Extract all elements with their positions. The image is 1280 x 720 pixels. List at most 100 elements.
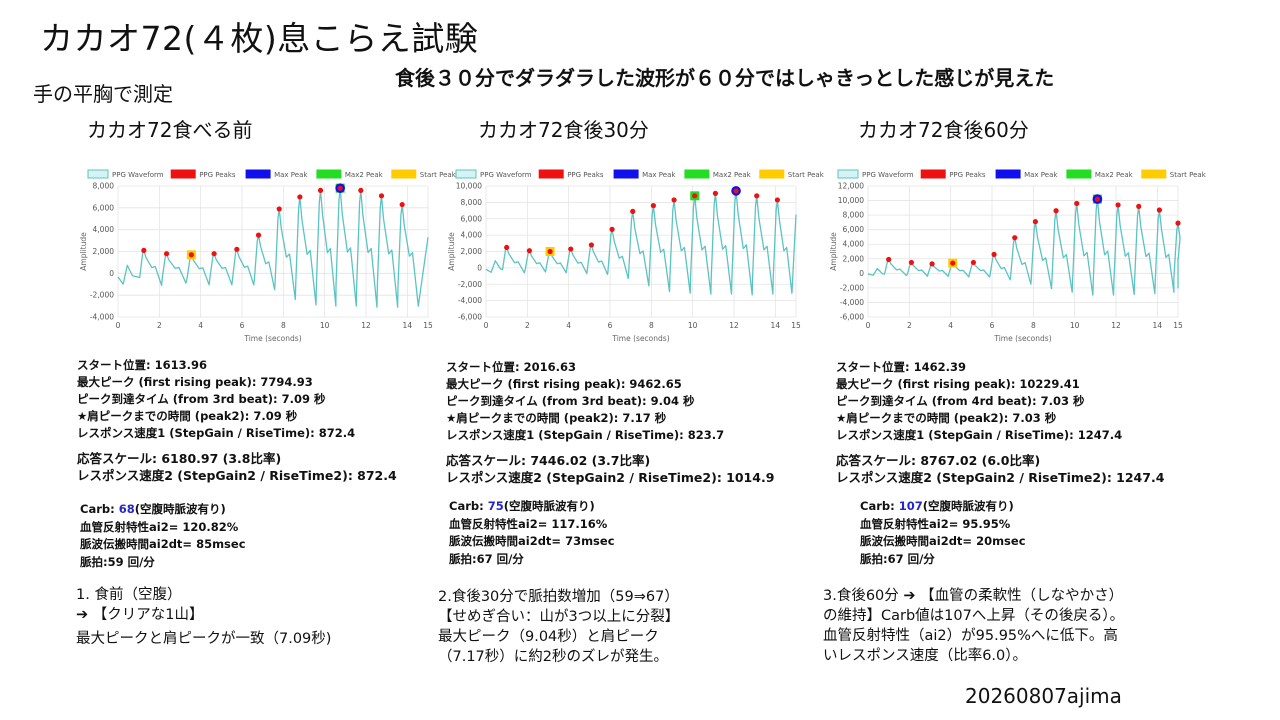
carb-label: Carb: bbox=[860, 499, 899, 513]
carb-line: Carb: 68(空腹時脈波有り) bbox=[80, 501, 246, 519]
ppg-peak-point bbox=[692, 193, 698, 199]
y-tick-label: 8,000 bbox=[461, 198, 483, 207]
legend-label: Start Peak bbox=[420, 171, 457, 179]
ppg-peak-point bbox=[211, 251, 217, 257]
x-tick-label: 8 bbox=[649, 321, 654, 330]
stat-response2: レスポンス速度2 (StepGain2 / RiseTime2): 1247.4 bbox=[836, 470, 1165, 485]
y-tick-label: 6,000 bbox=[93, 203, 115, 212]
ppg-peak-point bbox=[504, 244, 510, 251]
ppg-peak-point bbox=[712, 190, 718, 196]
x-tick-label: 15 bbox=[423, 321, 433, 330]
carb-value: 68 bbox=[118, 502, 135, 516]
ppg-chart-svg: PPG Waveform PPG Peaks Max Peak Max2 Peak St… bbox=[448, 169, 825, 343]
y-tick-label: 2,000 bbox=[93, 247, 115, 256]
ppg-peak-point bbox=[297, 194, 303, 200]
ppg-peak-point bbox=[929, 261, 935, 267]
ppg-chart-before: PPG Waveform PPG Peaks Max Peak Max2 Peak St… bbox=[80, 160, 480, 350]
ppg-peak-point bbox=[1012, 235, 1018, 241]
y-tick-label: -2,000 bbox=[840, 283, 864, 292]
stat-shoulder-time: ★肩ピークまでの時間 (peak2): 7.17 秒 bbox=[446, 411, 667, 425]
stats-block-before: スタート位置: 1613.96 最大ピーク (first rising peak… bbox=[77, 357, 397, 484]
carb-suffix: (空腹時脈波有り) bbox=[503, 499, 595, 513]
x-tick-label: 12 bbox=[361, 321, 371, 330]
y-tick-label: 12,000 bbox=[838, 182, 864, 191]
stat-response1: レスポンス速度1 (StepGain / RiseTime): 823.7 bbox=[446, 428, 725, 442]
ppg-peak-point bbox=[609, 226, 615, 232]
pulse-wave-time: 脈波伝搬時間ai2dt= 20msec bbox=[860, 534, 1026, 548]
x-tick-label: 0 bbox=[116, 321, 121, 330]
legend-swatch bbox=[316, 169, 342, 179]
ppg-peak-point bbox=[1115, 202, 1121, 208]
x-tick-label: 15 bbox=[1173, 321, 1183, 330]
ppg-peak-point bbox=[1032, 219, 1038, 225]
legend-swatch bbox=[1066, 169, 1092, 179]
y-tick-label: 10,000 bbox=[456, 182, 482, 191]
x-tick-label: 4 bbox=[198, 321, 203, 330]
ppg-chart-30min: PPG Waveform PPG Peaks Max Peak Max2 Peak St… bbox=[448, 160, 848, 350]
legend-swatch bbox=[920, 169, 946, 179]
note-line: の維持】Carb値は107へ上昇（その後戻る）。 bbox=[823, 608, 1125, 624]
carb-line: Carb: 107(空腹時脈波有り) bbox=[860, 498, 1026, 516]
pulse-wave-time: 脈波伝搬時間ai2dt= 85msec bbox=[80, 537, 246, 551]
legend-label: Max2 Peak bbox=[1095, 171, 1134, 179]
x-axis-label: Time (seconds) bbox=[243, 334, 301, 343]
stat-start: スタート位置: 2016.63 bbox=[446, 360, 576, 374]
y-tick-label: 8,000 bbox=[93, 182, 115, 191]
ppg-peak-point bbox=[526, 248, 532, 254]
legend-swatch bbox=[995, 169, 1021, 179]
x-tick-label: 12 bbox=[1111, 321, 1121, 330]
carb-value: 107 bbox=[898, 499, 923, 513]
x-tick-label: 10 bbox=[688, 321, 698, 330]
carb-label: Carb: bbox=[80, 502, 119, 516]
legend-swatch bbox=[538, 169, 564, 179]
stat-response2: レスポンス速度2 (StepGain2 / RiseTime2): 1014.9 bbox=[446, 470, 775, 485]
legend-label: PPG Waveform bbox=[480, 171, 532, 179]
ppg-peak-point bbox=[950, 260, 956, 266]
stat-scale: 応答スケール: 8767.02 (6.0比率) bbox=[836, 453, 1041, 468]
x-tick-label: 14 bbox=[771, 321, 781, 330]
y-tick-label: 2,000 bbox=[461, 247, 483, 256]
legend-swatch bbox=[87, 169, 109, 179]
x-tick-label: 4 bbox=[948, 321, 953, 330]
note-60min: 3.食後60分 ➔ 【血管の柔軟性（しなやかさ） の維持】Carb値は107へ上… bbox=[823, 586, 1124, 666]
x-tick-label: 14 bbox=[403, 321, 413, 330]
y-tick-label: 4,000 bbox=[461, 231, 483, 240]
x-tick-label: 0 bbox=[484, 321, 489, 330]
note-line: 血管反射特性（ai2）が95.95%へに低下。高 bbox=[823, 628, 1118, 644]
note-30min: 2.食後30分で脈拍数増加（59⇒67） 【せめぎ合い：山が3つ以上に分裂】 最… bbox=[438, 587, 679, 667]
x-tick-label: 12 bbox=[729, 321, 739, 330]
y-tick-label: 2,000 bbox=[843, 254, 865, 263]
stat-max-peak: 最大ピーク (first rising peak): 10229.41 bbox=[836, 377, 1080, 391]
x-axis-label: Time (seconds) bbox=[611, 334, 669, 343]
ppg-peak-point bbox=[886, 256, 892, 263]
y-axis-label: Amplitude bbox=[448, 232, 456, 271]
ppg-peak-point bbox=[547, 248, 553, 255]
ppg-peak-point bbox=[255, 232, 262, 238]
y-tick-label: 4,000 bbox=[93, 225, 115, 234]
ppg-peak-point bbox=[588, 242, 594, 248]
ppg-peak-point bbox=[234, 246, 240, 252]
y-tick-label: 6,000 bbox=[843, 225, 865, 234]
ppg-peak-point bbox=[358, 187, 364, 193]
legend-label: Max2 Peak bbox=[345, 171, 384, 179]
legend-label: PPG Waveform bbox=[112, 171, 164, 179]
ppg-peak-point bbox=[774, 197, 780, 203]
ppg-peak-point bbox=[1175, 220, 1181, 226]
ppg-peak-point bbox=[630, 208, 636, 214]
y-tick-label: 6,000 bbox=[461, 214, 483, 223]
stats-block-30min: スタート位置: 2016.63 最大ピーク (first rising peak… bbox=[446, 359, 774, 486]
carb-block-60min: Carb: 107(空腹時脈波有り) 血管反射特性ai2= 95.95% 脈波伝… bbox=[860, 498, 1026, 568]
carb-value: 75 bbox=[487, 499, 504, 513]
legend-label: Start Peak bbox=[1170, 171, 1207, 179]
ppg-waveform bbox=[117, 187, 429, 308]
carb-block-before: Carb: 68(空腹時脈波有り) 血管反射特性ai2= 120.82% 脈波伝… bbox=[80, 501, 246, 571]
ppg-peak-point bbox=[378, 193, 385, 199]
x-tick-label: 8 bbox=[281, 321, 286, 330]
stat-max-peak: 最大ピーク (first rising peak): 9462.65 bbox=[446, 377, 682, 391]
note-line: 最大ピーク（9.04秒）と肩ピーク bbox=[438, 629, 659, 645]
legend-label: PPG Peaks bbox=[199, 171, 236, 179]
legend-swatch bbox=[759, 169, 785, 179]
ppg-peak-point bbox=[163, 251, 170, 257]
note-line: （7.17秒）に約2秒のズレが発生。 bbox=[438, 649, 669, 665]
legend-label: PPG Peaks bbox=[567, 171, 604, 179]
